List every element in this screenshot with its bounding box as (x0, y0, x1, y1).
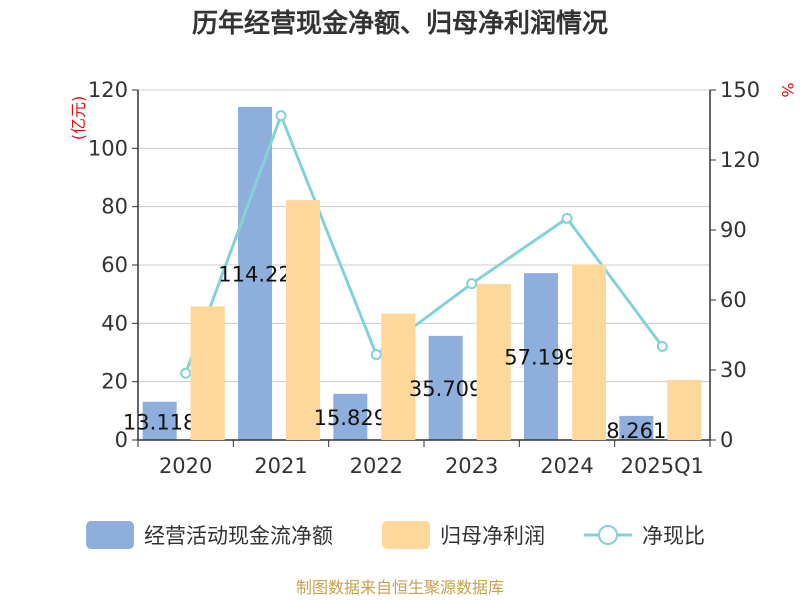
legend: 经营活动现金流净额 归母净利润 净现比 (86, 521, 705, 549)
bar-labels: 13.118 114.22 15.829 35.709 57.199 8.261 (123, 200, 702, 443)
x-tick-label: 2020 (159, 454, 212, 478)
x-tick-label: 2021 (254, 454, 307, 478)
right-tick-label: 150 (720, 78, 760, 102)
ratio-point (466, 278, 478, 290)
chart-title: 历年经营现金净额、归母净利润情况 (192, 8, 608, 39)
ratio-line (180, 110, 668, 379)
bar-value-label: 114.22 (218, 262, 291, 286)
bar-net-profit-overlay (572, 264, 606, 440)
bar-net-profit-overlay (667, 379, 702, 440)
tick-labels: 0 20 40 60 80 100 120 0 30 60 90 120 150 2020 2021 2022… (88, 78, 760, 478)
axes (132, 89, 716, 447)
bar-net-profit-overlay (381, 313, 416, 440)
bar-value-label: 8.261 (606, 419, 666, 443)
x-tick-label: 2024 (540, 454, 593, 478)
bar-cashflow (619, 415, 654, 440)
source-note: 制图数据来自恒生聚源数据库 (296, 578, 504, 597)
legend-swatch-net-profit (382, 521, 430, 549)
ratio-point (180, 367, 192, 379)
x-tick-label: 2022 (350, 454, 403, 478)
bar-cashflow (333, 393, 368, 440)
legend-marker-ratio (598, 525, 618, 545)
right-tick-label: 120 (720, 148, 760, 172)
ratio-polyline (184, 111, 664, 374)
bar-cashflow (142, 401, 177, 440)
legend-swatch-cashflow (86, 521, 134, 549)
left-tick-label: 60 (101, 253, 128, 277)
right-tick-label: 0 (720, 428, 733, 452)
ratio-point (561, 212, 573, 224)
x-tick-label: 2023 (445, 454, 498, 478)
left-tick-label: 100 (88, 136, 128, 160)
bar-cashflow (524, 273, 558, 440)
bar-value-label: 13.118 (123, 411, 196, 435)
left-axis-unit: (亿元) (69, 96, 88, 141)
ratio-point (275, 110, 287, 122)
bar-net-profit-overlay (476, 284, 511, 440)
left-tick-label: 80 (101, 195, 128, 219)
right-axis-unit: % (778, 82, 797, 97)
x-tick-label: 2025Q1 (621, 454, 704, 478)
bar-cashflow (238, 106, 272, 440)
right-tick-label: 90 (720, 218, 747, 242)
bar-net-profit-overlay (286, 200, 320, 440)
ratio-point (656, 340, 668, 352)
bar-cashflow (428, 335, 463, 440)
left-tick-label: 0 (115, 428, 128, 452)
legend-label-ratio: 净现比 (642, 524, 705, 548)
right-tick-label: 30 (720, 358, 747, 382)
ratio-point (370, 349, 382, 361)
gridlines (138, 89, 710, 383)
left-tick-label: 120 (88, 78, 128, 102)
bar-value-label: 57.199 (504, 346, 577, 370)
left-tick-label: 40 (101, 311, 128, 335)
left-tick-label: 20 (101, 370, 128, 394)
bar-value-label: 35.709 (409, 377, 482, 401)
legend-label-cashflow: 经营活动现金流净额 (144, 524, 333, 548)
right-tick-label: 60 (720, 288, 747, 312)
bar-net-profit-overlay (190, 306, 225, 440)
legend-label-net-profit: 归母净利润 (440, 524, 545, 548)
bar-value-label: 15.829 (314, 406, 387, 430)
